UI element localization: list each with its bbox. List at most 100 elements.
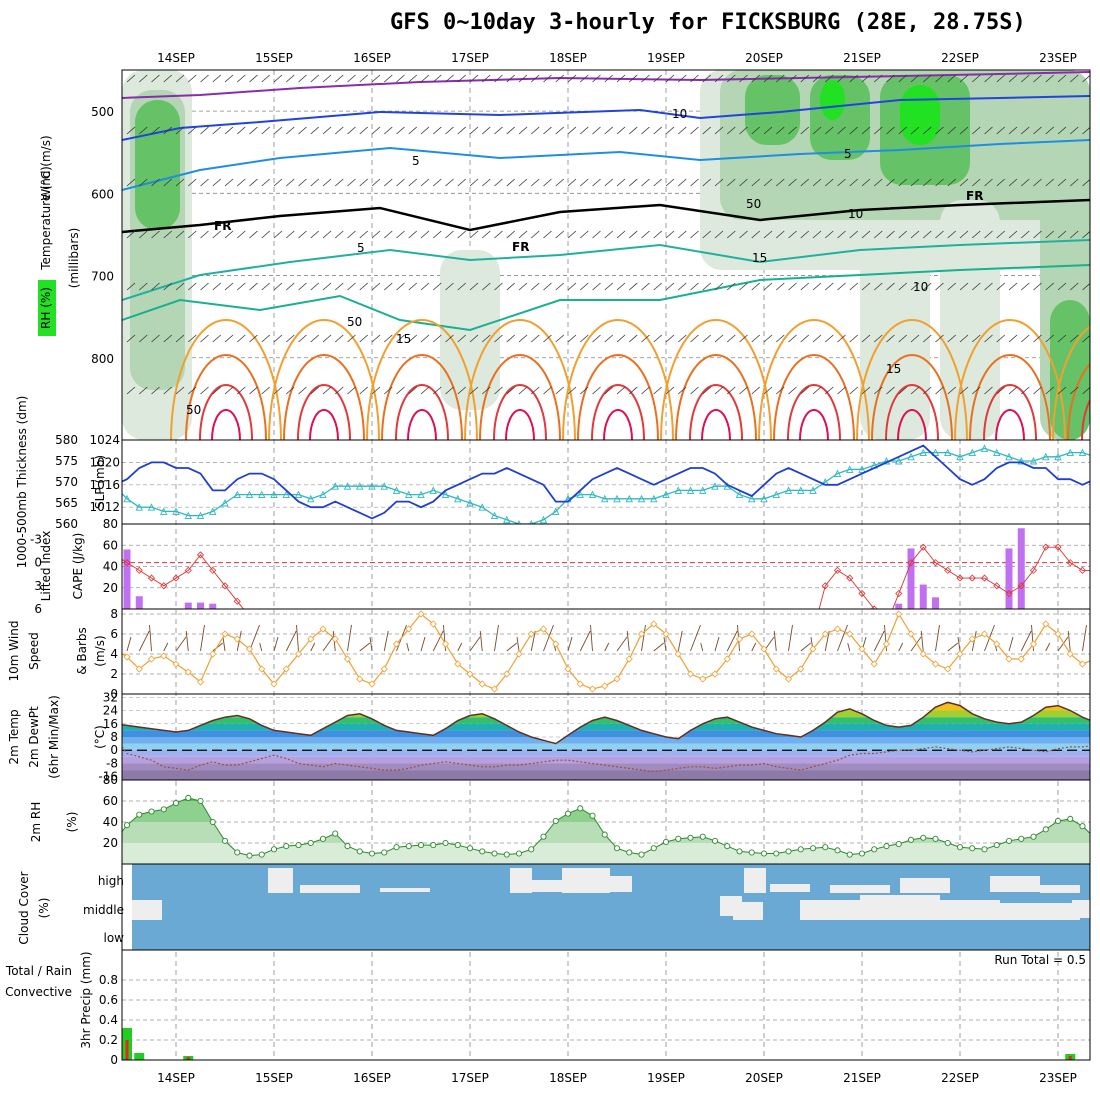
- wind-speed-point: [209, 650, 217, 658]
- wind-barb: [984, 282, 993, 291]
- wind-barb: [641, 126, 650, 135]
- wind-barb: [1095, 283, 1100, 290]
- wind-speed-point: [931, 660, 940, 668]
- wind-barb: [690, 230, 699, 239]
- isotherm-line: [122, 95, 1090, 141]
- wind-barb: [518, 334, 528, 343]
- wind-barb: [751, 282, 761, 291]
- wind-speed-point: [650, 620, 658, 628]
- wind-barb: [383, 126, 393, 135]
- wind-barb: [273, 386, 283, 395]
- wind-barb: [543, 624, 554, 652]
- wind-barb: [935, 624, 940, 652]
- temp-axis-label-1: 2m Temp: [7, 709, 21, 764]
- wind-barb: [310, 282, 320, 291]
- wind-speed-point: [601, 682, 609, 690]
- rh-point: [969, 845, 976, 852]
- isotherm-line: [122, 71, 1090, 99]
- wind-barb: [984, 230, 993, 239]
- wind-barb: [212, 178, 222, 187]
- li-point: [931, 559, 940, 567]
- wind-barb: [751, 386, 761, 395]
- rh-point: [332, 830, 339, 837]
- wind-speed-point: [993, 640, 1001, 648]
- wind-barb: [1057, 178, 1067, 187]
- wind-barb: [126, 230, 136, 239]
- wind-barb: [445, 334, 454, 343]
- wind-barb: [494, 624, 499, 652]
- thickness-point: [784, 486, 793, 494]
- thickness-point: [1017, 456, 1025, 465]
- thickness-tick-label: 580: [55, 433, 78, 447]
- wind-barb: [273, 230, 283, 239]
- contour-label: 15: [396, 332, 411, 346]
- li-point: [112, 552, 118, 558]
- wind-barb: [604, 74, 614, 83]
- wind-barb: [1057, 636, 1069, 652]
- wind-barb: [812, 178, 822, 187]
- cloud-block: [770, 884, 810, 892]
- wind-barb: [1020, 630, 1032, 652]
- wind-barb: [200, 334, 209, 343]
- wind-barb: [236, 386, 246, 395]
- wind-barb: [690, 334, 699, 343]
- wind-speed-point: [797, 665, 805, 673]
- rh-point: [675, 835, 682, 842]
- wind-barb: [224, 282, 234, 291]
- thickness-axis-label: 1000-500mb Thickness (dm): [15, 396, 29, 569]
- wind-speed-point: [821, 630, 829, 638]
- wind-barb: [555, 126, 565, 135]
- rh-point: [319, 835, 327, 842]
- cape-tick-label: 20: [103, 581, 118, 595]
- rh-point: [491, 850, 498, 857]
- li-tick-label: 6: [34, 602, 42, 616]
- wind-barb: [873, 334, 883, 343]
- wind-speed-point: [405, 625, 413, 633]
- wind-speed-point: [172, 660, 180, 668]
- thickness-point: [1005, 452, 1013, 461]
- rh-point: [148, 808, 155, 815]
- wind-barb: [1020, 386, 1030, 395]
- wind-barb: [200, 230, 209, 239]
- wind-speed-point: [1029, 640, 1038, 648]
- wind-barb: [775, 386, 785, 395]
- wind-barb: [334, 74, 344, 83]
- contour-label: 10: [913, 280, 928, 294]
- wind-barb: [432, 282, 442, 291]
- li-point: [1005, 589, 1013, 598]
- rh-point: [1018, 835, 1025, 842]
- warm-isotherm: [407, 409, 437, 440]
- cloud-block: [830, 885, 890, 893]
- wind-barb: [151, 230, 160, 239]
- freezing-label: FR: [512, 240, 529, 254]
- wind-barb: [800, 74, 810, 83]
- wind-barb: [543, 334, 552, 343]
- wind-speed-point: [882, 640, 891, 648]
- cloud-block: [733, 902, 763, 920]
- top-date-label: 19SEP: [647, 51, 685, 65]
- warm-isotherm: [758, 319, 870, 440]
- wind-barb: [641, 74, 650, 83]
- thickness-point: [993, 448, 1001, 457]
- wind-barb: [739, 386, 748, 395]
- rh-point: [442, 839, 449, 847]
- rh-band: [122, 785, 1090, 801]
- wind-speed-point: [1005, 655, 1013, 663]
- rh-point: [234, 849, 241, 856]
- wind-barb: [1020, 282, 1030, 291]
- wind-barb: [824, 74, 834, 83]
- wind-barb: [861, 74, 871, 83]
- wind-barb: [861, 282, 871, 291]
- wind-barb: [665, 282, 675, 291]
- wind-speed-point: [1017, 655, 1025, 663]
- temp-tick-label: -8: [106, 756, 118, 770]
- rh-point: [785, 848, 792, 855]
- wind-barb: [971, 386, 981, 395]
- rh-point: [748, 849, 755, 856]
- wind-barb: [481, 178, 491, 187]
- rh-point: [405, 843, 412, 850]
- wind-barb: [347, 386, 356, 395]
- wind-barb: [249, 334, 258, 343]
- wind-barb: [555, 230, 565, 239]
- wind-barb: [457, 642, 463, 652]
